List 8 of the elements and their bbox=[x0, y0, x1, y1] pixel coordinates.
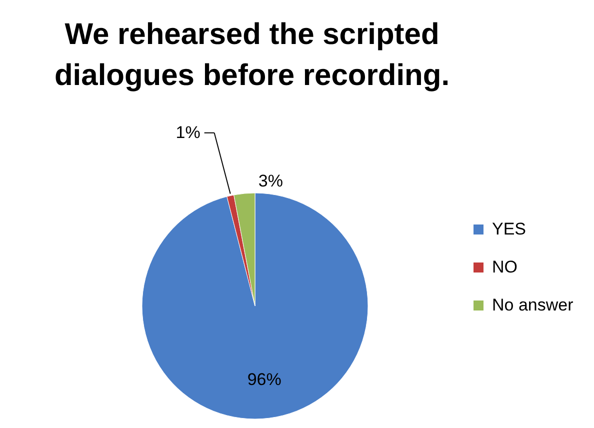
legend-label: YES bbox=[492, 220, 526, 238]
chart-title: We rehearsed the scripted dialogues before recording. bbox=[54, 18, 450, 92]
data-label: 1% bbox=[176, 122, 200, 142]
pie-slice bbox=[142, 192, 368, 420]
data-label: 3% bbox=[258, 172, 283, 190]
legend-label: NO bbox=[492, 258, 518, 276]
legend-label: No answer bbox=[492, 296, 574, 314]
data-label: 96% bbox=[247, 370, 282, 389]
